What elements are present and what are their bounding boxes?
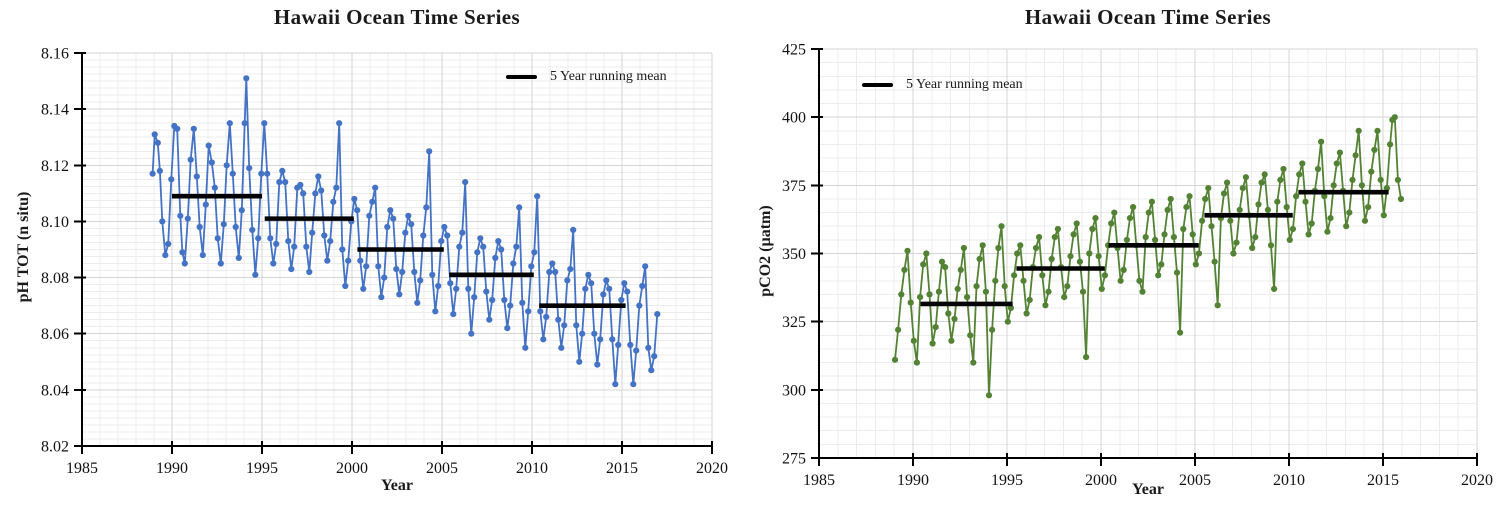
running-mean-segments <box>172 193 626 308</box>
data-series-markers <box>891 114 1405 399</box>
major-gridlines <box>819 48 1478 458</box>
legend-label-ph: 5 Year running mean <box>550 69 667 84</box>
running-mean-legend-line-icon <box>862 83 893 87</box>
chart-title-pco2: Hawaii Ocean Time Series <box>1024 5 1272 29</box>
running-mean-legend-line-icon <box>506 75 537 79</box>
svg-text:2020: 2020 <box>1461 472 1493 489</box>
svg-text:2015: 2015 <box>606 460 638 477</box>
x-tick-labels: 1985 1990 1995 2000 2005 2010 2015 2020 <box>66 460 728 477</box>
svg-text:8.02: 8.02 <box>41 439 69 456</box>
svg-text:2020: 2020 <box>696 460 728 477</box>
svg-text:2005: 2005 <box>426 460 458 477</box>
y-axis-title-pco2: pCO2 (µatm) <box>757 205 774 297</box>
axes <box>80 53 712 448</box>
tick-marks <box>74 52 713 454</box>
data-series-markers <box>149 75 661 388</box>
running-mean-segments <box>920 189 1389 307</box>
svg-text:1995: 1995 <box>991 472 1023 489</box>
y-tick-labels: 275 300 325 350 375 400 425 <box>782 42 806 468</box>
legend-pco2: 5 Year running mean <box>862 77 1023 93</box>
svg-text:8.12: 8.12 <box>41 158 69 175</box>
x-axis-title-pco2: Year <box>1132 481 1164 498</box>
svg-text:2000: 2000 <box>336 460 368 477</box>
svg-text:8.04: 8.04 <box>41 382 69 399</box>
chart-panel-pco2: Hawaii Ocean Time Series 275 300 325 350 375… <box>750 0 1500 522</box>
svg-text:2010: 2010 <box>1273 472 1305 489</box>
svg-text:8.10: 8.10 <box>41 214 69 231</box>
svg-text:2000: 2000 <box>1085 472 1117 489</box>
legend-label-pco2: 5 Year running mean <box>906 77 1023 92</box>
data-series <box>149 75 661 388</box>
svg-text:1985: 1985 <box>66 460 98 477</box>
svg-text:8.06: 8.06 <box>41 326 69 343</box>
svg-text:2010: 2010 <box>516 460 548 477</box>
x-tick-labels: 1985 1990 1995 2000 2005 2010 2015 2020 <box>803 472 1493 489</box>
svg-text:2005: 2005 <box>1179 472 1211 489</box>
minor-gridlines <box>82 53 712 446</box>
svg-text:325: 325 <box>782 314 806 331</box>
svg-text:275: 275 <box>782 451 806 468</box>
svg-text:8.08: 8.08 <box>41 270 69 287</box>
y-tick-labels: 8.02 8.04 8.06 8.08 8.10 8.12 8.14 8.16 <box>41 46 69 456</box>
data-series <box>891 114 1405 399</box>
svg-text:1995: 1995 <box>246 460 278 477</box>
x-axis-title-ph: Year <box>381 477 413 494</box>
svg-text:1990: 1990 <box>156 460 188 477</box>
svg-text:300: 300 <box>782 382 806 399</box>
svg-text:350: 350 <box>782 246 806 263</box>
svg-text:8.16: 8.16 <box>41 46 69 63</box>
chart-title-ph: Hawaii Ocean Time Series <box>273 5 521 29</box>
data-series-line <box>894 116 1402 397</box>
svg-text:425: 425 <box>782 42 806 59</box>
chart-panel-ph: Hawaii Ocean Time Series 8.02 8.04 8.06 8.0… <box>15 5 728 494</box>
y-axis-title-ph: pH TOT (n situ) <box>15 191 32 303</box>
svg-text:375: 375 <box>782 178 806 195</box>
svg-text:8.14: 8.14 <box>41 102 69 119</box>
svg-text:1985: 1985 <box>803 472 835 489</box>
ph-chart-plot: 8.02 8.04 8.06 8.08 8.10 8.12 8.14 8.16 1985 1990… <box>41 46 728 478</box>
svg-text:400: 400 <box>782 110 806 127</box>
svg-text:1990: 1990 <box>897 472 929 489</box>
legend-ph: 5 Year running mean <box>506 69 667 85</box>
tick-marks <box>811 48 1478 466</box>
svg-text:2015: 2015 <box>1367 472 1399 489</box>
pco2-chart-plot: 275 300 325 350 375 400 425 1985 1990 1995 2000 200… <box>782 42 1493 490</box>
